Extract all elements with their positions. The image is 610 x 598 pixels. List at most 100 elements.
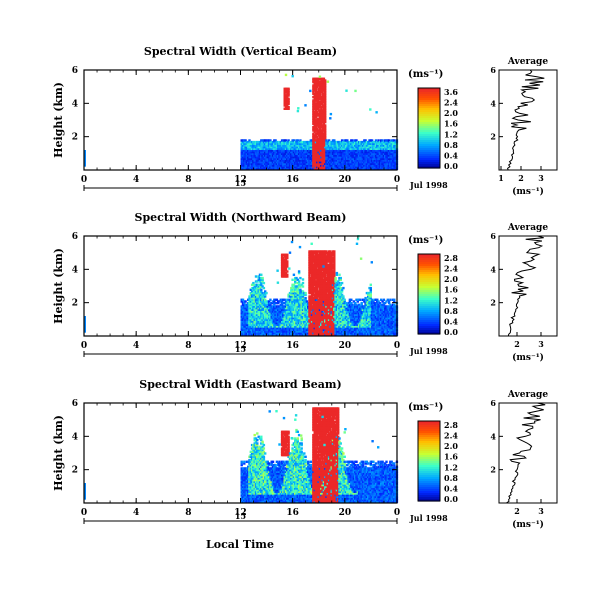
heatmap-cell [264,291,267,295]
heatmap-cell [308,305,311,308]
heatmap-cell [303,305,306,308]
heatmap-cell [330,268,333,271]
heatmap-cell [253,150,256,154]
heatmap-cell [355,165,358,169]
heatmap-cell [305,328,309,331]
heatmap-cell [305,320,309,323]
heatmap-cell [297,159,301,162]
heatmap-cell [321,315,324,318]
heatmap-cell [245,316,249,320]
heatmap-cell [258,320,262,323]
heatmap-cell [317,315,320,318]
heatmap-cell [387,142,391,145]
heatmap-cell [241,155,245,159]
heatmap-cell [264,301,267,305]
heatmap-cell [295,310,298,313]
heatmap-cell [247,328,250,331]
heatmap-cell [331,270,335,273]
heatmap-cell [308,310,311,313]
heatmap-cell [258,301,262,305]
heatmap-cell [295,145,298,149]
heatmap-cell [294,152,297,155]
heatmap-cell [381,154,384,157]
heatmap-cell [283,97,286,100]
heatmap-cell [288,316,292,320]
heatmap-cell [387,139,391,142]
heatmap-cell [387,145,391,149]
heatmap-cell [343,154,346,157]
heatmap-cell [324,149,327,152]
heatmap-cell [346,149,349,152]
heatmap-cell [265,155,268,159]
heatmap-cell [286,97,289,100]
heatmap-cell [313,290,316,293]
heatmap-cell [327,295,331,298]
heatmap-cell [352,140,356,144]
heatmap-cell [320,135,323,139]
heatmap-cell [327,258,331,261]
heatmap-cell [269,308,272,311]
heatmap-cell [320,303,323,306]
heatmap-cell [301,285,305,288]
heatmap-cell [312,305,315,308]
colorbar-swatch [418,114,440,117]
colorbar-swatch [418,124,440,127]
heatmap-cell [252,291,255,295]
heatmap-cell [333,311,336,315]
heatmap-cell [314,323,318,326]
heatmap-cell [267,313,271,316]
heatmap-cell [292,273,296,276]
heatmap-cell [307,145,310,149]
heatmap-cell [282,155,285,159]
heatmap-cell [321,105,324,109]
heatmap-cell [314,157,318,160]
heatmap-cell [312,85,315,89]
heatmap-cell [308,303,311,306]
heatmap-cell [325,311,328,315]
heatmap-cell [374,162,378,165]
heatmap-cell [252,316,255,320]
heatmap-cell [320,164,323,167]
heatmap-cell [325,167,328,170]
heatmap-cell [287,159,290,162]
heatmap-cell [277,162,280,165]
heatmap-cell [313,150,316,154]
heatmap-cell [372,164,375,167]
heatmap-cell [254,290,258,293]
heatmap-cell [321,82,324,85]
heatmap-cell [309,291,312,295]
heatmap-cell [378,155,382,159]
heatmap-cell [318,316,322,320]
heatmap-cell [297,316,301,320]
heatmap-cell [245,149,249,152]
heatmap-cell [266,140,269,144]
heatmap-cell [297,140,301,144]
heatmap-cell [320,142,323,145]
heatmap-cell [249,288,252,291]
heatmap-cell [331,283,335,286]
colorbar-swatch [418,116,440,119]
heatmap-cell [382,144,386,147]
heatmap-cell [346,164,349,167]
heatmap-cell [320,150,323,154]
colorbar-swatch [418,98,440,101]
heatmap-cell [273,300,276,303]
heatmap-cell [320,82,323,85]
heatmap-cell [320,251,323,255]
heatmap-cell [312,139,315,142]
heatmap-cell [250,290,254,293]
heatmap-cell [253,320,256,323]
heatmap-cell [280,301,284,305]
heatmap-cell [389,154,392,157]
heatmap-cell [340,139,344,142]
heatmap-cell [243,167,246,170]
heatmap-cell [326,144,329,147]
heatmap-cell [313,144,316,147]
heatmap-cell [318,132,322,135]
heatmap-cell [340,164,344,167]
heatmap-cell [254,285,258,288]
heatmap-cell [240,326,243,330]
heatmap-cell [342,142,345,145]
heatmap-cell [250,164,254,167]
heatmap-cell [307,159,310,162]
